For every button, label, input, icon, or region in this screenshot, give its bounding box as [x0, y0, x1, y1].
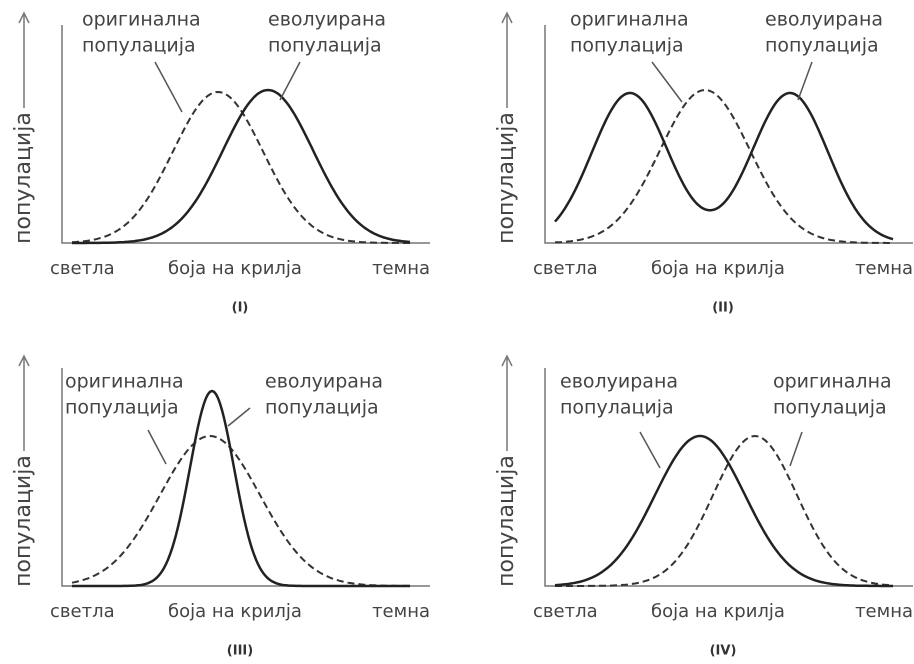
axes [544, 25, 913, 244]
x-axis-label: светла [50, 258, 115, 279]
curve-annotation: еволуирана [265, 371, 383, 393]
curve-annotation: оригинална [570, 9, 689, 31]
curve-annotation: оригинална [773, 371, 892, 393]
y-axis-arrow [501, 354, 513, 451]
original-curve [71, 434, 410, 587]
curve-annotation: оригинална [65, 371, 184, 393]
leader-line [639, 431, 661, 469]
x-axis-label: светла [50, 601, 115, 622]
y-axis-label: популација [494, 112, 519, 244]
panel: популација светла боја на крилја темна (I) ор… [11, 9, 430, 316]
leader-line [789, 431, 803, 467]
x-axis-label: темна [855, 601, 913, 622]
curve-annotation: популација [65, 397, 179, 419]
original-curve [555, 434, 894, 587]
x-axis-label: боја на крилја [168, 601, 302, 622]
curve-annotation: популација [560, 397, 674, 419]
evolved-curve [72, 389, 410, 588]
curve-annotation: популација [268, 35, 382, 57]
evolved-curve [72, 88, 411, 245]
x-axis-label: светла [533, 258, 598, 279]
leader-line [154, 61, 183, 113]
curve-annotation: популација [765, 35, 879, 57]
curve-annotation: еволуирана [765, 9, 883, 31]
leader-line [147, 429, 167, 465]
axes [544, 368, 913, 587]
leader-line [797, 61, 813, 101]
evolved-curve [554, 434, 893, 588]
x-axis-label: темна [855, 258, 913, 279]
y-axis-arrow [18, 11, 30, 108]
curve-annotation: еволуирана [560, 371, 678, 393]
original-curve [554, 88, 893, 244]
curve-annotation: популација [570, 35, 684, 57]
x-axis-label: боја на крилја [651, 258, 785, 279]
original-curve [71, 90, 410, 244]
y-axis-arrow [18, 354, 30, 451]
panel-label: (III) [227, 644, 253, 659]
curve-annotation: популација [265, 397, 379, 419]
y-axis-label: популација [11, 112, 36, 244]
panel: популација светла боја на крилја темна (III)… [11, 354, 430, 659]
x-axis-label: темна [372, 258, 430, 279]
panel: популација светла боја на крилја темна (II) о… [494, 9, 913, 316]
curve-annotation: популација [82, 35, 196, 57]
curve-annotation: оригинална [82, 9, 201, 31]
axes [61, 25, 430, 244]
panel: популација светла боја на крилја темна (IV) е… [494, 354, 913, 659]
y-axis-arrow [501, 11, 513, 108]
x-axis-label: боја на крилја [651, 601, 785, 622]
panel-label: (II) [712, 301, 734, 316]
leader-line [651, 61, 683, 103]
leader-line [227, 407, 251, 427]
panel-label: (I) [232, 301, 249, 316]
evolved-curve [554, 91, 894, 241]
x-axis-label: темна [372, 601, 430, 622]
panel-label: (IV) [710, 644, 737, 659]
curve-annotation: еволуирана [268, 9, 386, 31]
x-axis-label: боја на крилја [168, 258, 302, 279]
leader-line [279, 61, 301, 101]
curve-annotation: популација [773, 397, 887, 419]
y-axis-label: популација [11, 455, 36, 587]
y-axis-label: популација [494, 455, 519, 587]
x-axis-label: светла [533, 601, 598, 622]
